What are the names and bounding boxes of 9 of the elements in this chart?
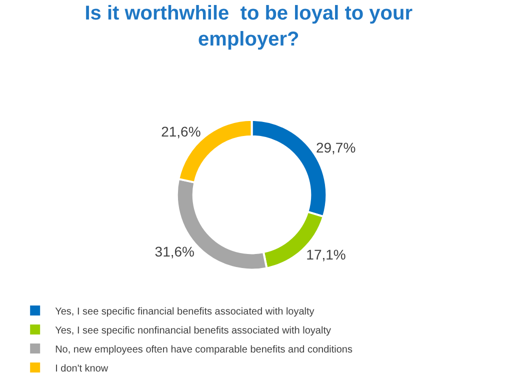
data-label: 31,6% <box>154 243 194 260</box>
legend-label: No, new employees often have comparable benefits and conditions <box>55 344 353 356</box>
data-label: 21,6% <box>161 124 201 140</box>
legend-label: I don't know <box>55 363 109 374</box>
legend-label: Yes, I see specific financial benefits associated with loyalty <box>55 306 314 318</box>
data-label: 29,7% <box>316 139 356 156</box>
chart-title: Is it worthwhile to be loyal to your employer? <box>84 2 413 50</box>
legend-label: Yes, I see specific nonfinancial benefits associated with loyalty <box>55 325 331 336</box>
data-label: 17,1% <box>306 246 346 263</box>
